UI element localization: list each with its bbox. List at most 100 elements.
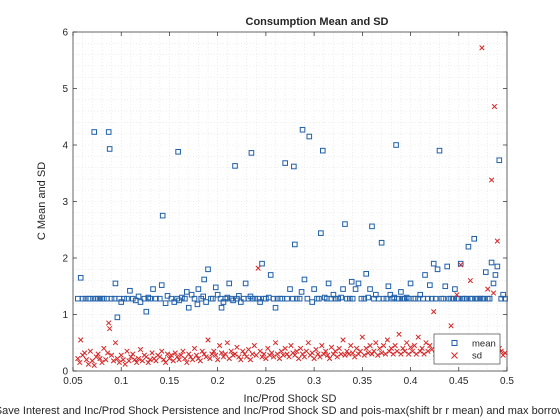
mean-marker <box>284 295 290 302</box>
sd-marker <box>128 354 134 360</box>
mean-marker <box>267 272 274 278</box>
sd-marker <box>384 337 391 343</box>
sd-marker <box>409 348 416 354</box>
mean-marker <box>182 295 188 302</box>
mean-marker <box>369 223 375 230</box>
axis-ticks: 0.05 0.1 0.15 0.2 0.25 0.3 0.35 0.4 0.45 0.5 0 1 2 3 4… <box>62 28 514 388</box>
mean-marker <box>457 260 464 267</box>
sd-marker <box>240 348 246 354</box>
mean-marker <box>259 260 265 267</box>
mean-marker <box>298 289 305 295</box>
mean-marker <box>188 291 195 298</box>
sd-marker <box>147 357 153 363</box>
mean-marker <box>143 308 150 315</box>
sd-marker <box>344 348 350 354</box>
sd-marker <box>83 357 90 363</box>
mean-marker <box>79 295 86 302</box>
sd-marker <box>371 348 377 354</box>
y-tick-label: 5 <box>62 84 68 95</box>
sd-marker <box>479 45 485 51</box>
x-tick-label: 0.35 <box>353 376 373 387</box>
mean-marker <box>355 280 362 287</box>
sd-marker <box>87 348 94 354</box>
sd-marker <box>332 348 338 354</box>
sd-marker <box>205 337 211 343</box>
mean-marker <box>304 295 311 302</box>
sd-marker <box>176 357 182 363</box>
sd-marker <box>161 357 167 363</box>
mean-marker <box>129 295 136 302</box>
sd-marker <box>405 351 412 357</box>
sd-marker <box>353 345 360 352</box>
sd-marker <box>398 351 404 357</box>
mean-marker <box>440 295 447 302</box>
chart-title: Consumption Mean and SD <box>246 16 389 28</box>
mean-marker <box>164 293 171 299</box>
sd-marker <box>89 358 95 364</box>
mean-marker <box>383 295 390 302</box>
mean-marker <box>124 295 130 302</box>
mean-marker <box>361 295 368 302</box>
sd-marker <box>106 320 112 326</box>
mean-marker <box>344 295 350 302</box>
mean-marker <box>184 289 190 295</box>
sd-marker <box>340 337 346 343</box>
sd-marker <box>278 348 284 354</box>
sd-marker <box>203 354 209 360</box>
mean-marker <box>471 235 478 242</box>
sd-marker <box>338 351 344 357</box>
sd-marker <box>431 309 437 315</box>
y-tick-label: 4 <box>62 141 68 152</box>
sd-marker <box>301 354 308 360</box>
mean-marker <box>127 287 133 294</box>
mean-marker <box>365 294 371 301</box>
mean-marker <box>301 276 308 283</box>
mean-marker <box>348 278 355 285</box>
sd-marker <box>265 345 271 352</box>
sd-marker <box>232 351 238 357</box>
mean-marker <box>436 147 443 154</box>
mean-marker <box>212 284 219 291</box>
sd-marker <box>139 358 146 364</box>
sd-marker <box>421 351 427 357</box>
sd-marker <box>218 350 225 356</box>
mean-marker <box>502 295 508 302</box>
sd-marker <box>124 348 130 354</box>
mean-marker <box>452 286 458 292</box>
y-tick-label: 1 <box>62 310 68 321</box>
mean-marker <box>272 304 279 311</box>
mean-marker <box>159 212 166 219</box>
mean-marker <box>252 295 259 302</box>
sd-marker <box>388 345 394 352</box>
mean-marker <box>195 286 202 292</box>
mean-marker <box>496 157 503 164</box>
sd-marker <box>423 340 429 346</box>
mean-marker <box>352 286 359 292</box>
mean-marker <box>293 295 300 302</box>
sd-marker <box>184 359 190 366</box>
mean-marker <box>257 299 263 305</box>
sd-marker <box>355 351 362 357</box>
mean-marker <box>432 295 439 302</box>
sd-marker <box>396 331 402 337</box>
mean-marker <box>168 295 175 302</box>
sd-marker <box>209 351 215 357</box>
mean-marker <box>358 295 365 302</box>
sd-marker <box>348 342 354 349</box>
mean-marker <box>412 295 419 302</box>
sd-marker <box>400 345 406 352</box>
sd-marker <box>351 354 358 360</box>
sd-marker <box>149 350 155 356</box>
mean-marker <box>201 276 207 283</box>
sd-marker <box>93 354 99 360</box>
sd-marker <box>224 340 230 346</box>
sd-marker <box>199 348 205 354</box>
sd-marker <box>313 346 319 353</box>
mean-marker <box>319 147 326 154</box>
mean-marker <box>91 129 98 135</box>
sd-marker <box>296 355 302 362</box>
mean-marker <box>210 295 216 302</box>
mean-marker <box>218 304 225 311</box>
mean-marker <box>340 286 346 292</box>
sd-marker <box>282 345 288 352</box>
